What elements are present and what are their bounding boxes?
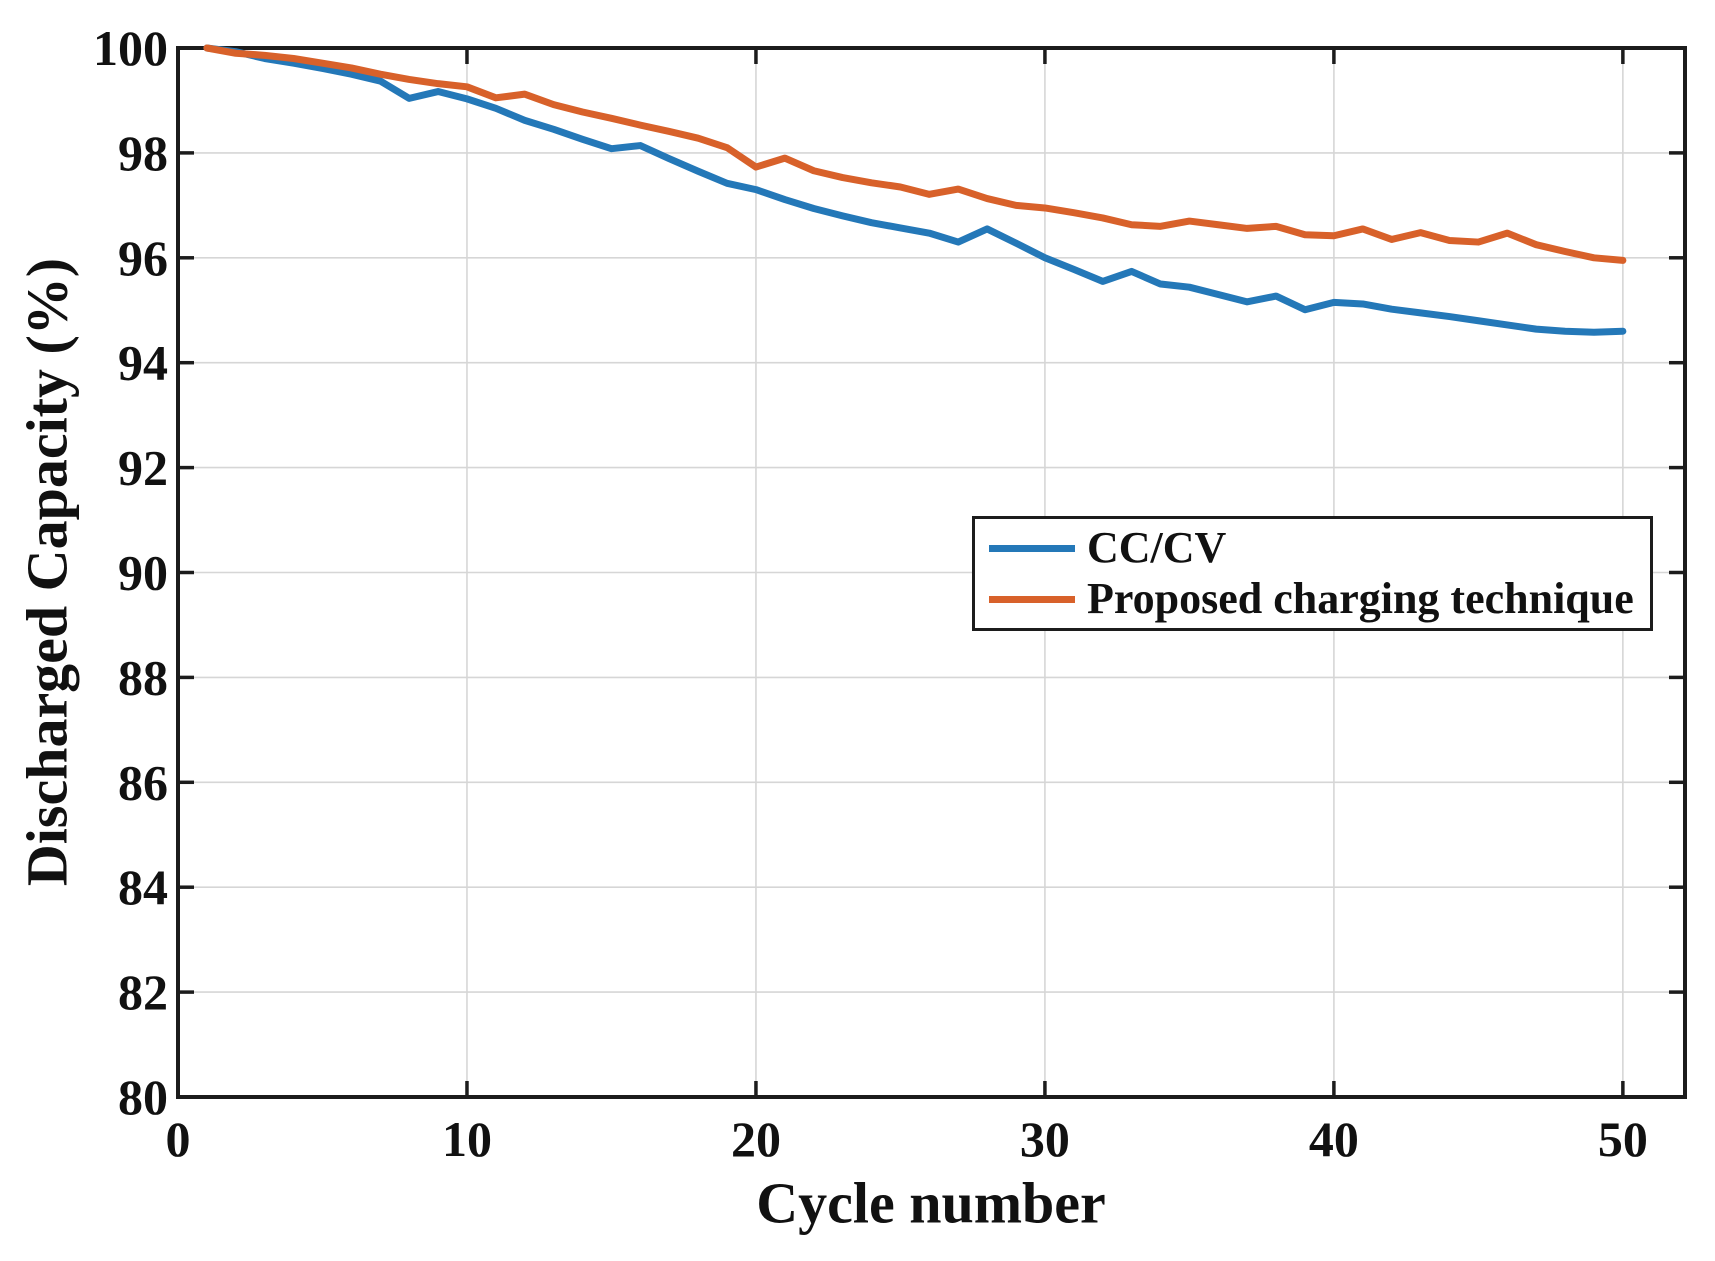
legend-entry-proposed: Proposed charging technique bbox=[975, 577, 1650, 621]
y-tick-label-86: 86 bbox=[118, 754, 168, 810]
legend: CC/CV Proposed charging technique bbox=[972, 516, 1653, 631]
legend-label-proposed: Proposed charging technique bbox=[1087, 574, 1634, 623]
y-tick-label-84: 84 bbox=[118, 859, 168, 915]
series-line-cc-cv bbox=[203, 44, 1627, 336]
x-axis-title: Cycle number bbox=[756, 1170, 1106, 1236]
x-tick-label-40: 40 bbox=[1309, 1111, 1359, 1167]
y-axis-title: Discharged Capacity (%) bbox=[14, 257, 80, 887]
y-tick-label-94: 94 bbox=[118, 335, 168, 391]
x-tick-label-30: 30 bbox=[1020, 1111, 1070, 1167]
series-line-proposed-charging-technique bbox=[203, 44, 1627, 264]
y-tick-label-90: 90 bbox=[118, 545, 168, 601]
legend-entry-cccv: CC/CV bbox=[975, 526, 1650, 570]
y-tick-label-96: 96 bbox=[118, 230, 168, 286]
legend-line-swatch-proposed bbox=[989, 595, 1075, 603]
y-tick-label-98: 98 bbox=[118, 125, 168, 181]
y-tick-label-82: 82 bbox=[118, 964, 168, 1020]
x-tick-label-0: 0 bbox=[166, 1111, 191, 1167]
axes-border bbox=[176, 46, 1687, 1099]
y-tick-label-88: 88 bbox=[118, 649, 168, 705]
x-tick-label-20: 20 bbox=[731, 1111, 781, 1167]
legend-line-swatch-cccv bbox=[989, 544, 1075, 552]
y-tick-label-92: 92 bbox=[118, 440, 168, 496]
x-tick-label-10: 10 bbox=[442, 1111, 492, 1167]
y-tick-label-80: 80 bbox=[118, 1069, 168, 1125]
y-tick-label-100: 100 bbox=[93, 20, 168, 76]
x-tick-label-50: 50 bbox=[1598, 1111, 1648, 1167]
legend-label-cccv: CC/CV bbox=[1087, 523, 1227, 572]
